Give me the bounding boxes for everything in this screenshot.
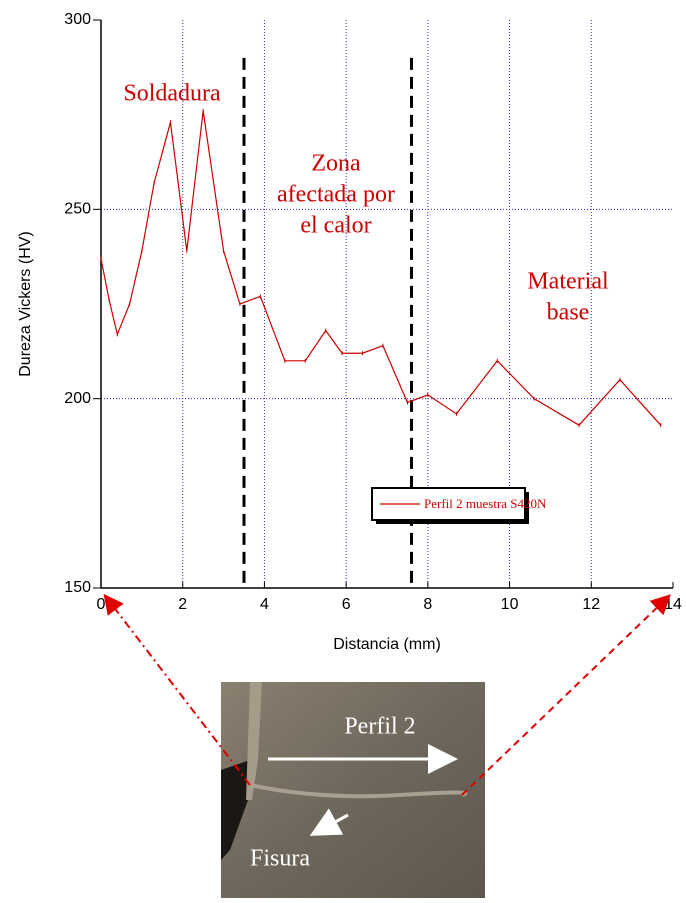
x-tick-label: 12 bbox=[582, 596, 600, 613]
x-axis-label: Distancia (mm) bbox=[333, 636, 441, 653]
x-tick-label: 2 bbox=[178, 596, 187, 613]
annotation: Zona bbox=[311, 151, 361, 177]
x-tick-label: 10 bbox=[501, 596, 519, 613]
x-tick-label: 14 bbox=[664, 596, 682, 613]
link-arrow bbox=[461, 594, 671, 796]
y-tick-label: 250 bbox=[64, 201, 91, 218]
y-tick-label: 300 bbox=[64, 11, 91, 28]
photo: Perfil 2 Fisura bbox=[221, 682, 485, 898]
annotation: el calor bbox=[300, 213, 371, 239]
x-tick-label: 6 bbox=[342, 596, 351, 613]
photo-background bbox=[221, 682, 485, 898]
photo-label: Perfil 2 bbox=[344, 714, 415, 740]
annotation: Material bbox=[527, 269, 609, 295]
y-axis-label: Dureza Vickers (HV) bbox=[17, 231, 34, 377]
y-tick-label: 200 bbox=[64, 390, 91, 407]
series-line bbox=[100, 110, 662, 426]
legend-label: Perfil 2 muestra S420N bbox=[424, 496, 547, 511]
x-tick-label: 0 bbox=[97, 596, 106, 613]
annotation: base bbox=[547, 300, 590, 326]
photo-weld bbox=[246, 682, 262, 800]
photo-dark-region bbox=[221, 760, 250, 860]
annotation: Soldadura bbox=[123, 81, 221, 107]
x-tick-label: 4 bbox=[260, 596, 269, 613]
photo-label: Fisura bbox=[250, 846, 310, 872]
plot-area: 0 2 4 6 8 10 12 14 150 200 250 300 Soldadura Zona afec… bbox=[64, 11, 682, 613]
x-tick-label: 8 bbox=[423, 596, 432, 613]
annotation: afectada por bbox=[277, 182, 395, 208]
crack-arrow bbox=[309, 808, 349, 836]
link-arrow bbox=[103, 593, 251, 786]
y-tick-label: 150 bbox=[64, 579, 91, 596]
photo-weld-line bbox=[249, 783, 468, 799]
